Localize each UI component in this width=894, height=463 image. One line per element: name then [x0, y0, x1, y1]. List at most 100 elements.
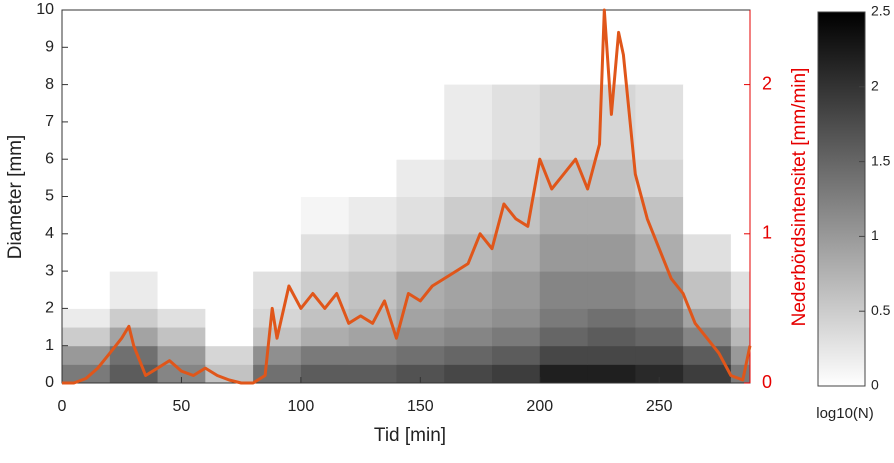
y-tick-label: 7 — [45, 113, 54, 130]
colorbar-tick-label: 1.5 — [871, 152, 891, 168]
contour-cell — [396, 364, 445, 384]
contour-cell — [109, 233, 159, 272]
contour-cell — [539, 364, 589, 384]
y2-tick-label: 2 — [762, 73, 772, 93]
contour-cell — [157, 308, 206, 328]
contour-cell — [62, 233, 111, 272]
contour-cell — [348, 233, 397, 272]
contour-cell — [253, 308, 302, 328]
contour-cell — [253, 364, 302, 384]
contour-cell — [157, 159, 206, 197]
contour-cell — [539, 233, 589, 272]
contour-cell — [300, 233, 350, 272]
contour-cell — [587, 271, 636, 309]
y-tick-label: 0 — [45, 374, 54, 391]
y-tick-label: 1 — [45, 337, 54, 354]
contour-cell — [300, 345, 350, 365]
contour-cell — [348, 196, 397, 235]
contour-cell — [109, 271, 159, 309]
contour-cell — [683, 233, 732, 272]
contour-cell — [109, 364, 159, 384]
contour-cell — [205, 84, 254, 160]
contour-cell — [539, 308, 589, 328]
contour-cell — [300, 308, 350, 328]
y-tick-label: 2 — [45, 300, 54, 317]
contour-cell — [730, 196, 751, 235]
contour-cell — [396, 271, 445, 309]
contour-cell — [539, 271, 589, 309]
contour-cell — [444, 345, 493, 365]
contour-cell — [62, 308, 111, 328]
contour-cell — [62, 345, 111, 365]
contour-cell — [348, 271, 397, 309]
x-axis-label: Tid [min] — [374, 425, 446, 446]
contour-cell — [635, 345, 684, 365]
x-tick-label: 250 — [646, 398, 673, 415]
contour-cell — [539, 196, 589, 235]
contour-cell — [157, 196, 206, 235]
contour-cell — [300, 196, 350, 235]
contour-cell — [205, 271, 254, 309]
contour-cell — [492, 159, 541, 197]
contour-cell — [444, 364, 493, 384]
y-tick-label: 10 — [36, 1, 54, 18]
contour-cell — [300, 364, 350, 384]
contour-cell — [300, 327, 350, 347]
contour-cell — [300, 84, 350, 160]
contour-cell — [253, 196, 302, 235]
contour-cell — [683, 159, 732, 197]
contour-cell — [492, 233, 541, 272]
contour-cell — [683, 364, 732, 384]
contour-cell — [396, 196, 445, 235]
contour-cell — [253, 159, 302, 197]
contour-cell — [109, 159, 159, 197]
contour-cell — [205, 364, 254, 384]
contour-cell — [492, 364, 541, 384]
contour-cell — [205, 159, 254, 197]
colorbar-tick-label: 2.5 — [871, 3, 891, 19]
contour-cell — [587, 233, 636, 272]
contour-cell — [348, 308, 397, 328]
contour-cell — [157, 271, 206, 309]
contour-cell — [587, 364, 636, 384]
contour-cell — [109, 196, 159, 235]
contour-cell — [492, 327, 541, 347]
contour-cell — [444, 84, 493, 160]
x-tick-label: 0 — [58, 398, 67, 415]
contour-cell — [587, 196, 636, 235]
contour-cell — [62, 327, 111, 347]
contour-cell — [683, 271, 732, 309]
y-tick-label: 9 — [45, 39, 54, 56]
contour-cell — [205, 308, 254, 328]
contour-cell — [396, 327, 445, 347]
contour-cell — [635, 271, 684, 309]
contour-cell — [492, 84, 541, 160]
contour-field — [62, 84, 751, 384]
contour-cell — [635, 308, 684, 328]
contour-cell — [348, 84, 397, 160]
contour-cell — [730, 327, 751, 347]
contour-cell — [396, 159, 445, 197]
contour-cell — [300, 159, 350, 197]
contour-cell — [157, 84, 206, 160]
contour-cell — [253, 271, 302, 309]
contour-cell — [62, 84, 111, 160]
contour-cell — [62, 196, 111, 235]
contour-cell — [348, 327, 397, 347]
colorbar-tick-label: 2 — [871, 78, 879, 94]
precipitation-line — [62, 8, 752, 385]
contour-cell — [539, 345, 589, 365]
contour-cell — [253, 345, 302, 365]
contour-cell — [730, 159, 751, 197]
x-tick-label: 200 — [526, 398, 553, 415]
contour-cell — [205, 327, 254, 347]
colorbar-tick-label: 1 — [871, 227, 879, 243]
contour-cell — [348, 159, 397, 197]
contour-cell — [62, 271, 111, 309]
contour-cell — [205, 345, 254, 365]
contour-cell — [109, 308, 159, 328]
contour-cell — [587, 327, 636, 347]
contour-cell — [444, 308, 493, 328]
x-tick-label: 150 — [407, 398, 434, 415]
